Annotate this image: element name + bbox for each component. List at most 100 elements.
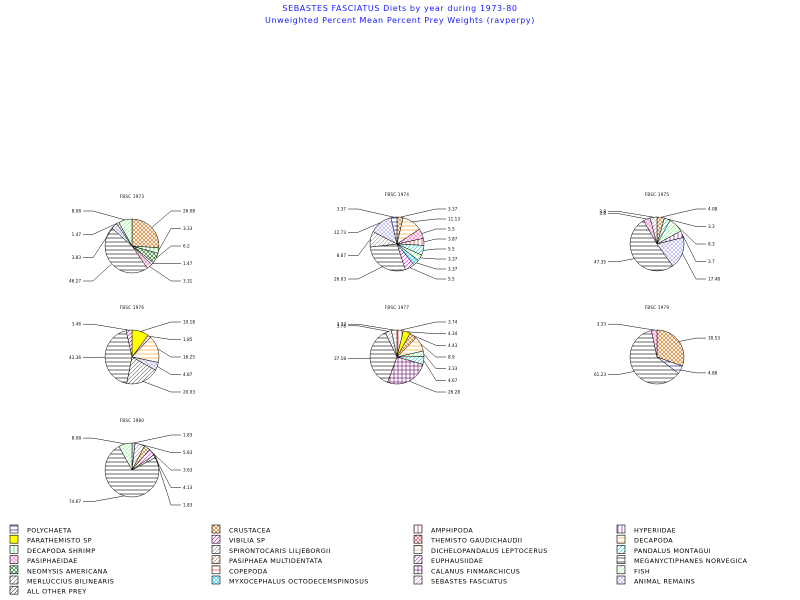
leader-line bbox=[157, 366, 181, 375]
leader-line bbox=[348, 266, 383, 280]
leader-line bbox=[420, 257, 446, 260]
legend-item-dichelopandalus-leptocerus: DICHELOPANDALUS LEPTOCERUS bbox=[413, 545, 547, 555]
pie-value-label: 1.85 bbox=[183, 337, 193, 342]
leader-line bbox=[83, 495, 125, 502]
leader-line bbox=[680, 369, 706, 374]
legend-item-pandalus-montagui: PANDALUS MONTAGUI bbox=[616, 545, 711, 555]
pie-value-label: 3.8 bbox=[599, 209, 606, 214]
legend-label: SPIRONTOCARIS LILJEBORGII bbox=[229, 547, 331, 555]
pie-value-label: 4.08 bbox=[708, 207, 718, 212]
leader-line bbox=[155, 245, 181, 259]
pie-title: FBSC 1974 bbox=[385, 192, 410, 197]
leader-line bbox=[348, 325, 389, 332]
pie-value-label: 5.83 bbox=[183, 450, 193, 455]
leader-line bbox=[83, 222, 118, 235]
leader-line bbox=[133, 434, 181, 444]
legend-swatch bbox=[9, 555, 19, 564]
legend-swatch bbox=[413, 555, 423, 564]
pie-value-label: 4.87 bbox=[183, 372, 193, 377]
pie-slice-spirontocaris-liljeborgii bbox=[649, 216, 658, 245]
legend-item-pasiphaeidae: PASIPHAEIDAE bbox=[9, 555, 78, 565]
pie-value-label: 3.33 bbox=[337, 322, 347, 327]
pie-value-label: 1.83 bbox=[183, 503, 193, 508]
pie-value-label: 3.31 bbox=[183, 279, 193, 284]
pie-fbsc-1973: FBSC 1973 26.08 3.33 6.2 1.47 3.31 8.08 1.47 3.8… bbox=[69, 194, 195, 284]
pie-value-label: 3.78 bbox=[337, 323, 347, 328]
leader-line bbox=[146, 447, 181, 471]
leader-line bbox=[400, 208, 446, 218]
leader-line bbox=[158, 228, 181, 251]
leader-line bbox=[608, 323, 655, 331]
pie-value-label: 5.5 bbox=[448, 247, 455, 252]
leader-line bbox=[416, 262, 446, 270]
leader-line bbox=[83, 225, 115, 258]
pie-value-label: 8.3 bbox=[708, 242, 715, 247]
pie-title: FBSC 1975 bbox=[645, 192, 670, 197]
legend-swatch bbox=[413, 565, 423, 575]
leader-line bbox=[682, 253, 706, 280]
pie-value-label: 47.35 bbox=[594, 259, 606, 264]
legend-swatch bbox=[616, 524, 626, 534]
legend-swatch bbox=[211, 524, 221, 534]
legend-item-decapoda: DECAPODA bbox=[616, 534, 673, 545]
pie-value-label: 10.18 bbox=[183, 320, 195, 325]
pie-value-label: 8.67 bbox=[337, 253, 347, 258]
legend-swatch bbox=[413, 575, 423, 585]
pie-value-label: 11.13 bbox=[448, 217, 460, 222]
legend-swatch bbox=[9, 575, 19, 585]
pie-value-label: 3.33 bbox=[448, 366, 458, 371]
leader-line bbox=[423, 353, 446, 369]
leader-line bbox=[608, 211, 654, 218]
pie-slice-fish bbox=[118, 442, 133, 471]
leader-line bbox=[423, 360, 446, 381]
legend-label: EUPHAUSIIDAE bbox=[431, 557, 483, 565]
legend-swatch bbox=[616, 545, 626, 554]
legend-item-meganyctiphanes-norvegica: MEGANYCTIPHANES NORVEGICA bbox=[616, 555, 747, 565]
pie-value-label: 26.28 bbox=[448, 390, 460, 395]
pie-slice-crustacea bbox=[131, 218, 160, 249]
legend-item-themisto-gaudichaudii: THEMISTO GAUDICHAUDII bbox=[413, 534, 522, 545]
leader-line bbox=[151, 210, 181, 228]
pie-value-label: 61.23 bbox=[594, 372, 606, 377]
pie-value-label: 3.37 bbox=[448, 257, 458, 262]
pie-fbsc-1980: FBSC 1980 1.83 5.83 3.63 4.13 1.83 8.08 74.67 bbox=[69, 418, 193, 508]
pie-value-label: 8.9 bbox=[448, 355, 455, 360]
pie-value-label: 30.53 bbox=[708, 336, 720, 341]
legend-item-pasiphaea-multidentata: PASIPHAEA MULTIDENTATA bbox=[211, 555, 322, 565]
pie-value-label: 17.48 bbox=[708, 277, 720, 282]
pie-slice-polychaeta bbox=[390, 216, 398, 245]
legend-item-hyperiidae: HYPERIIDAE bbox=[616, 524, 676, 535]
legend-swatch bbox=[616, 555, 626, 564]
chart-title: SEBASTES FASCIATUS Diets by year during … bbox=[282, 4, 517, 13]
leader-line bbox=[667, 218, 706, 227]
legend-label: CRUSTACEA bbox=[229, 527, 271, 535]
leader-line bbox=[83, 323, 130, 331]
legend-label: PASIPHAEIDAE bbox=[27, 557, 78, 565]
pie-value-label: 20.03 bbox=[183, 390, 195, 395]
leader-line bbox=[409, 380, 446, 393]
leader-line bbox=[157, 348, 181, 358]
legend-label: MYXOCEPHALUS OCTODECEMSPINOSUS bbox=[229, 578, 369, 586]
legend-swatch bbox=[211, 575, 221, 585]
legend-label: CALANUS FINMARCHICUS bbox=[431, 567, 520, 575]
leader-line bbox=[421, 228, 446, 234]
legend-label: ALL OTHER PREY bbox=[27, 588, 87, 596]
pie-value-label: 37.18 bbox=[334, 356, 346, 361]
pie-value-label: 3.83 bbox=[72, 255, 82, 260]
leader-line bbox=[423, 248, 446, 251]
leader-line bbox=[423, 238, 446, 243]
legend-item-sebastes-fasciatus: SEBASTES FASCIATUS bbox=[413, 575, 507, 586]
legend-swatch bbox=[413, 545, 423, 554]
legend-swatch bbox=[211, 555, 221, 564]
leader-line bbox=[413, 335, 446, 346]
pie-value-label: 1.47 bbox=[183, 261, 193, 266]
pie-slice-meganyctiphanes-norvegica bbox=[369, 332, 398, 383]
legend-swatch bbox=[616, 565, 626, 575]
legend-item-fish: FISH bbox=[616, 565, 650, 575]
pie-value-label: 3.7 bbox=[708, 259, 715, 264]
pie-slice-meganyctiphanes-norvegica bbox=[629, 220, 674, 272]
legend-item-merluccius-bilinearis: MERLUCCIUS BILINEARIS bbox=[9, 575, 114, 586]
pie-value-label: 4.13 bbox=[183, 485, 193, 490]
